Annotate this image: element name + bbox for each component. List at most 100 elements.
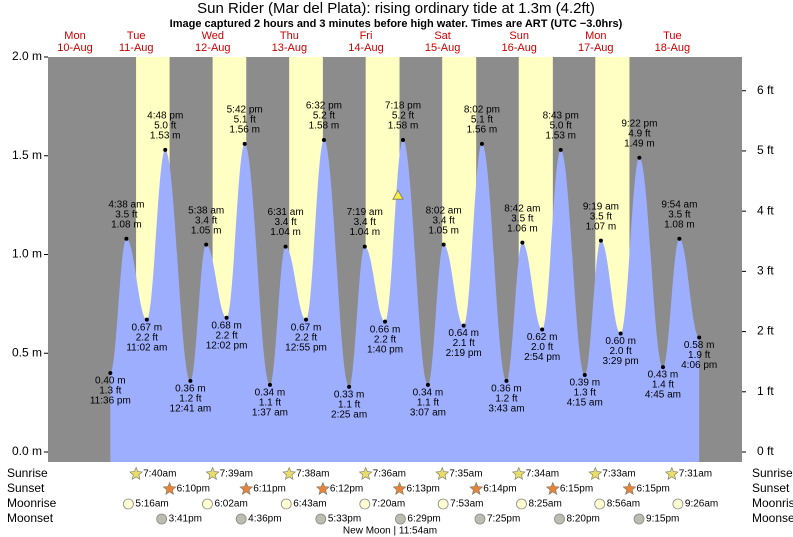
tide-label: 1.56 m [467,125,498,136]
day-name: Thu [280,30,299,42]
moon-icon [516,498,527,510]
sunset-time: 6:15pm [636,484,669,495]
sunrise-time: 7:34am [526,469,559,480]
tide-label: 1.58 m [388,121,419,132]
tide-label: 0.39 m [569,378,600,389]
moon-icon [554,513,565,525]
tide-label: 0.34 m [413,387,444,398]
sunrise-time: 7:39am [220,469,253,480]
tide-point [660,365,665,370]
tide-point [304,317,309,322]
sunset-time: 6:14pm [483,484,516,495]
sunset-time: 6:13pm [407,484,440,495]
moon-icon [633,513,645,525]
day-date: 18-Aug [655,42,690,54]
day-name: Wed [202,30,224,42]
sun-icon [239,481,254,495]
tide-label: 1:37 am [252,407,288,418]
moon-icon [202,498,213,510]
row-label: Moonrise [752,496,793,510]
tide-label: 1.53 m [545,130,576,141]
tide-label: 5.2 ft [313,111,335,122]
tide-label: 5.0 ft [550,120,572,131]
tide-label: 7:18 pm [385,101,421,112]
tide-point [582,372,587,377]
tide-point [347,384,352,389]
tide-label: 2.1 ft [453,338,475,349]
row-label: Sunrise [7,466,48,480]
sunrise-time: 7:36am [373,469,406,480]
sun-icon [622,481,637,495]
tide-point [283,244,288,249]
current-tide [392,189,404,200]
tide-point [400,137,405,142]
tide-point [697,335,702,340]
tide-label: 1.1 ft [417,397,439,408]
moonrise-time: 7:20am [372,499,405,510]
tide-label: 12:02 pm [206,340,248,351]
tide-label: 1.56 m [229,125,260,136]
tide-label: 2.0 ft [531,342,553,353]
tide-label: 4:06 pm [681,360,717,371]
moonset-time: 3:41pm [169,514,202,525]
tide-label: 1:40 pm [367,344,403,355]
row-label: Sunset [752,481,790,495]
moonset-time: 4:36pm [248,514,281,525]
tide-label: 1.06 m [507,223,538,234]
y2-tick-label: 0 ft [757,444,774,458]
day-date: 15-Aug [425,42,460,54]
sun-icon [435,466,450,480]
tide-label: 0.67 m [132,322,163,333]
tide-label: 5:42 pm [227,105,263,116]
tide-point [618,331,623,336]
tide-point [224,315,229,320]
row-label: Moonset [752,511,793,525]
tide-label: 3.5 ft [668,209,690,220]
y-tick-label: 1.5 m [12,148,42,162]
tide-point [362,244,367,249]
tide-point [144,317,149,322]
tide-label: 7:19 am [347,207,383,218]
moon-icon [359,498,371,510]
y-tick-label: 2.0 m [12,49,42,63]
sunrise-time: 7:35am [449,469,482,480]
sunrise-time: 7:31am [679,469,712,480]
day-date: 17-Aug [578,42,613,54]
tide-label: 9:22 pm [621,118,657,129]
tide-label: 1.53 m [150,130,181,141]
day-name: Mon [64,30,85,42]
moon-icon [594,498,606,510]
sun-icon [315,481,330,495]
sun-icon [162,481,177,495]
tide-label: 0.40 m [95,376,126,387]
tide-label: 0.67 m [291,322,322,333]
tide-label: 4:15 am [567,398,603,409]
tide-point [461,323,466,328]
moon-phase: New Moon | 11:54am [343,526,437,537]
sun-icon [392,481,407,495]
tide-label: 3.4 ft [274,217,296,228]
tide-label: 3.5 ft [115,209,137,220]
day-date: 14-Aug [348,42,383,54]
moonset-time: 7:25pm [487,514,520,525]
tide-label: 1.9 ft [688,350,710,361]
sun-icon [358,466,373,480]
tide-label: 0.66 m [370,324,401,335]
moon-icon [474,513,486,525]
tide-label: 2.2 ft [374,334,396,345]
tide-label: 1.08 m [664,219,695,230]
row-label: Moonrise [7,496,57,510]
tide-label: 5:38 am [188,205,224,216]
tide-label: 11:02 am [126,342,167,353]
tide-label: 5.0 ft [154,120,176,131]
tide-label: 4.9 ft [628,128,650,139]
sun-icon [588,466,603,480]
tide-point [108,371,113,375]
tide-point [558,147,563,152]
tide-label: 3:43 am [488,404,524,415]
tide-point [598,238,603,243]
moon-icon [123,498,134,510]
moon-icon [437,498,449,510]
row-label: Moonset [7,511,54,525]
tide-label: 8:02 pm [464,105,500,116]
